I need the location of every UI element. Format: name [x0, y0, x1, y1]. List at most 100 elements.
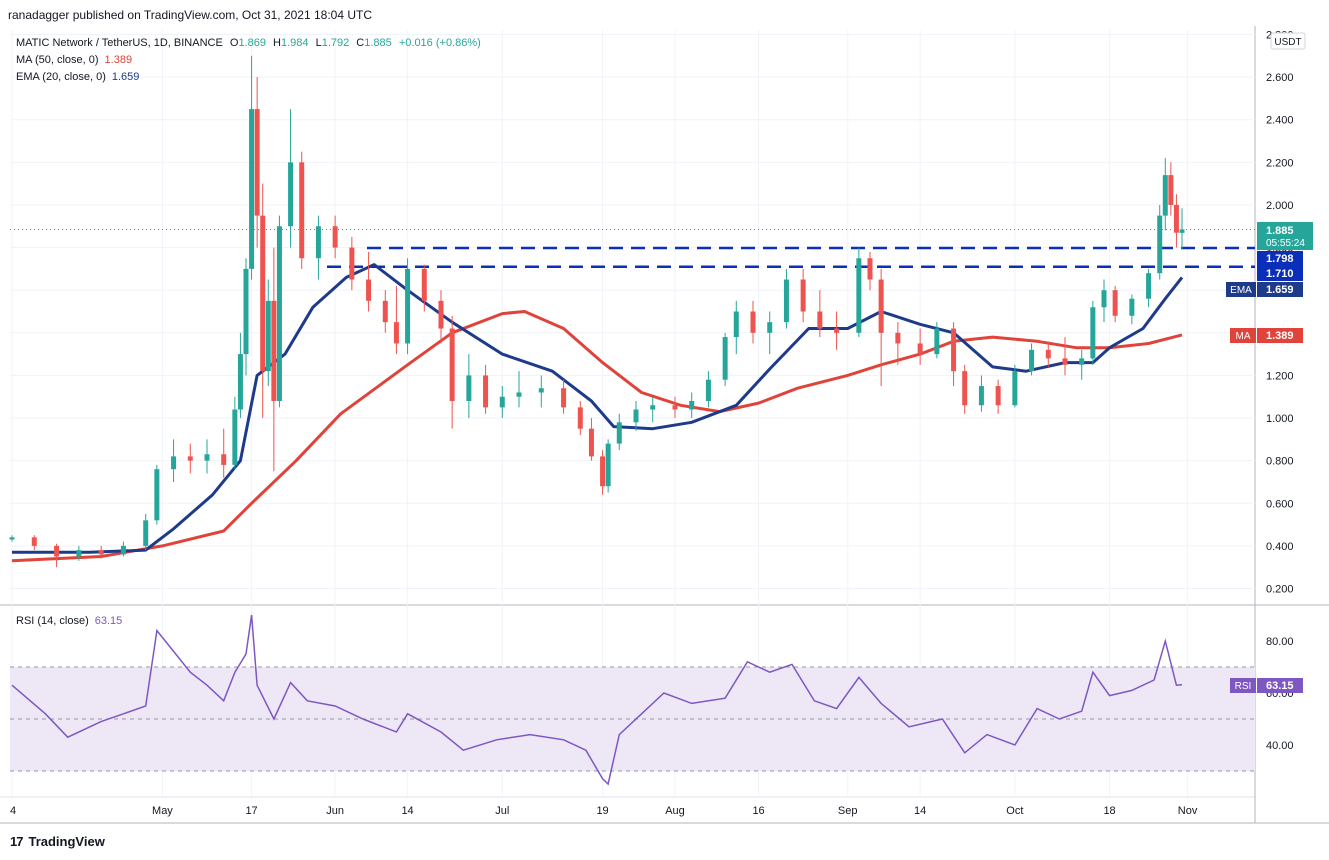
candle-body [783, 279, 789, 323]
candle [120, 541, 126, 557]
candle [856, 247, 862, 338]
level-upper-value: 1.798 [1266, 253, 1294, 265]
price-tick-label: 2.400 [1266, 115, 1294, 127]
candle-body [254, 109, 260, 216]
candle-body [271, 300, 277, 401]
candle-body [616, 422, 622, 444]
candle-body [538, 388, 544, 393]
time-tick-label: 14 [914, 805, 926, 817]
candle-body [1012, 371, 1018, 406]
candle-body [516, 392, 522, 397]
rsi-tag: RSI [1235, 681, 1252, 692]
candle-body [750, 311, 756, 333]
ema-badge: EMA 1.659 [1226, 282, 1303, 297]
candle-body [1179, 229, 1185, 233]
time-tick-label: Aug [665, 805, 685, 817]
candle-body [221, 454, 227, 465]
candle [722, 332, 728, 387]
candle [1045, 341, 1051, 367]
candle [978, 375, 984, 412]
time-tick-label: May [152, 805, 173, 817]
candles-layer[interactable] [9, 55, 1185, 568]
candle [349, 236, 355, 291]
rsi-badge-value: 63.15 [1266, 680, 1294, 692]
candle [449, 315, 455, 429]
price-tick-label: 2.200 [1266, 157, 1294, 169]
candle [834, 311, 840, 350]
price-tick-label: 0.200 [1266, 584, 1294, 596]
candle [588, 418, 594, 461]
candle [1162, 158, 1168, 231]
candle-body [265, 300, 271, 372]
time-tick-label: Jul [495, 805, 509, 817]
candle-body [315, 226, 321, 259]
candle [672, 396, 678, 419]
candle-body [204, 454, 210, 461]
currency-badge-label: USDT [1274, 37, 1301, 48]
legend-ma: MA (50, close, 0) 1.389 [16, 54, 132, 66]
candle [689, 392, 695, 419]
candle [995, 379, 1001, 414]
time-tick-label: 14 [401, 805, 413, 817]
candle-body [995, 386, 1001, 406]
candle [616, 413, 622, 450]
candle [143, 513, 149, 551]
candle-body [867, 258, 873, 280]
last-price-badge: 1.885 05:55:24 [1257, 222, 1313, 250]
tradingview-wordmark: TradingView [28, 834, 105, 849]
candle-body [733, 311, 739, 338]
candle [421, 264, 427, 312]
candle [917, 328, 923, 365]
legend-symbol: MATIC Network / TetherUS, 1D, BINANCE O1… [16, 37, 481, 49]
candle-body [878, 279, 884, 333]
candle [1146, 268, 1152, 308]
candle-body [154, 469, 160, 521]
candle [1101, 279, 1107, 323]
publisher-caption: ranadagger published on TradingView.com,… [8, 8, 373, 22]
rsi-band [10, 667, 1255, 771]
candle [783, 268, 789, 329]
candle-body [143, 520, 149, 546]
candle-body [98, 550, 104, 555]
price-tick-label: 2.600 [1266, 72, 1294, 84]
level-badge-upper: 1.798 [1257, 251, 1303, 266]
candle [600, 450, 606, 495]
legend-ema: EMA (20, close, 0) 1.659 [16, 71, 139, 83]
rsi-badge: RSI 63.15 [1230, 678, 1303, 693]
candle-body [1045, 349, 1051, 359]
ma-badge-value: 1.389 [1266, 330, 1294, 342]
candle [817, 290, 823, 338]
candle [232, 396, 238, 470]
ma-tag: MA [1236, 331, 1251, 342]
candle-body [1062, 358, 1068, 365]
candle [393, 285, 399, 355]
ma-line [11, 310, 1183, 563]
currency-badge[interactable] [1270, 32, 1306, 50]
candle-body [405, 268, 411, 344]
candle [750, 300, 756, 344]
candle-body [689, 400, 695, 410]
candle [1090, 300, 1096, 365]
candle [1129, 294, 1135, 325]
candle-body [449, 328, 455, 401]
candle [577, 400, 583, 436]
horizontal-levels[interactable] [10, 228, 1255, 269]
candle-body [856, 258, 862, 333]
candle [405, 258, 411, 355]
candle [243, 258, 249, 376]
time-tick-label: 16 [752, 805, 764, 817]
candle-body [817, 311, 823, 329]
ema-line [12, 263, 1184, 554]
candle [1179, 208, 1185, 250]
rsi-band-layer [10, 666, 1255, 772]
candle [76, 545, 82, 561]
candle-body [332, 226, 338, 248]
time-tick-label: Sep [838, 805, 858, 817]
candle-body [588, 428, 594, 457]
candle [1173, 194, 1179, 248]
candle [382, 290, 388, 333]
candle [9, 535, 15, 542]
candle-body [299, 162, 305, 259]
candle [951, 322, 957, 387]
